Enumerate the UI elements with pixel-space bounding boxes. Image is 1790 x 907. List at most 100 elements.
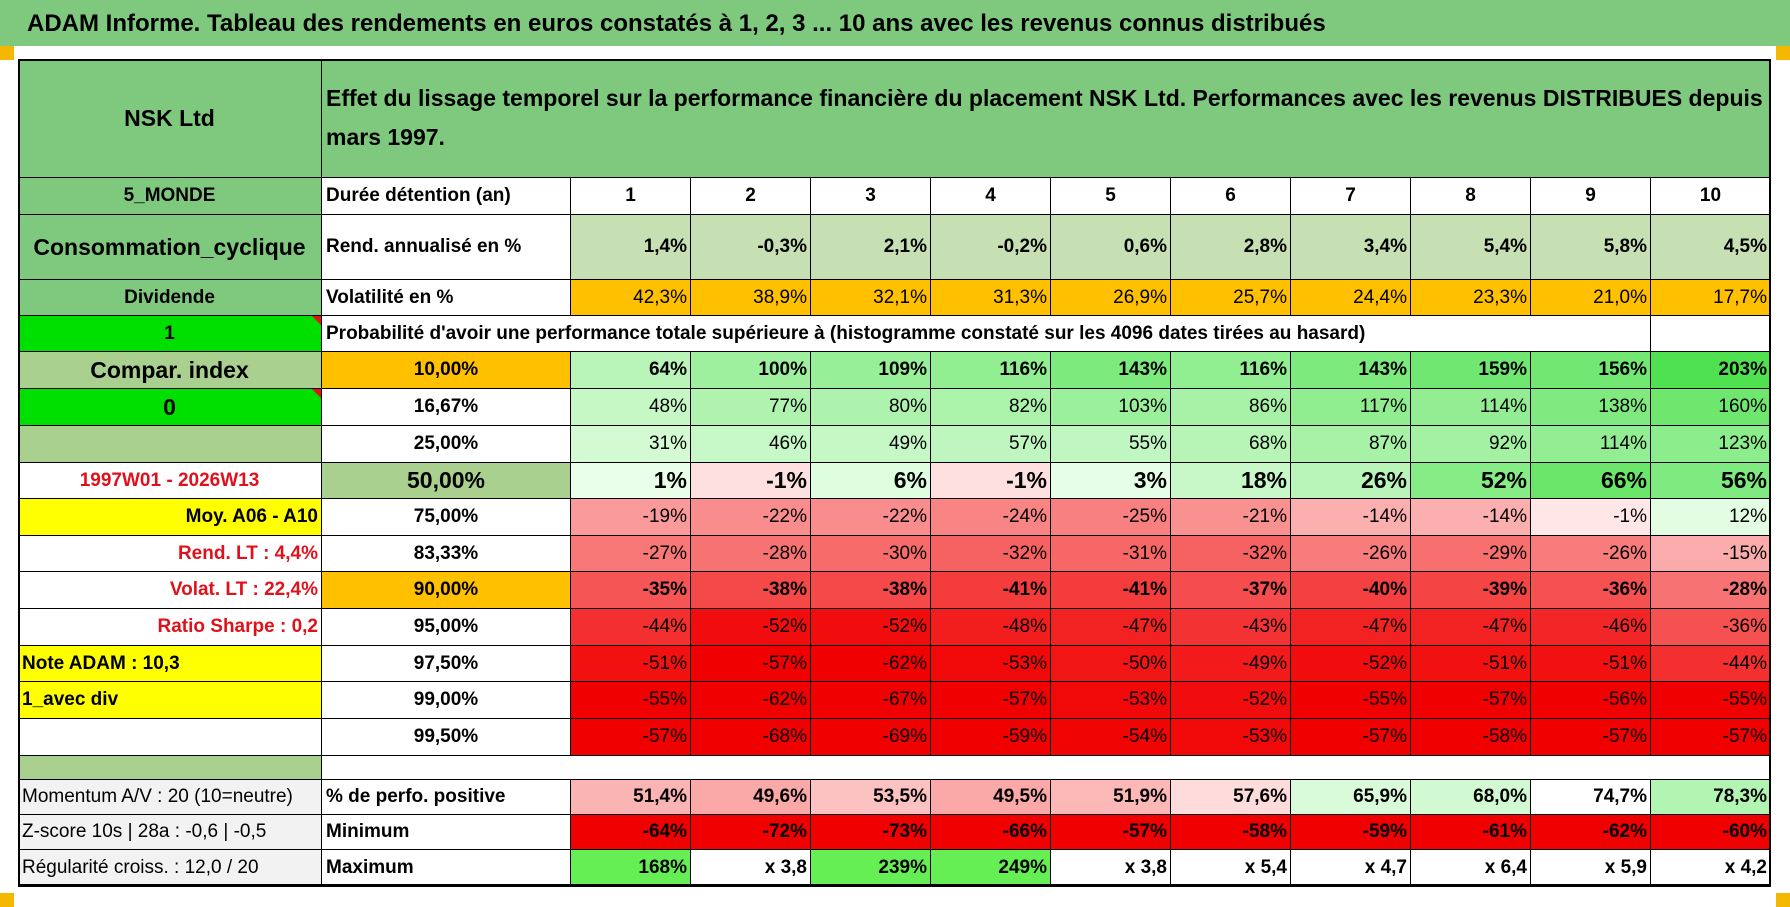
quantile-value: 114%	[1411, 389, 1531, 426]
quantile-value: -53%	[1051, 682, 1171, 719]
quantile-value: -57%	[1651, 719, 1771, 756]
vol-value: 23,3%	[1411, 280, 1531, 316]
quantile-value: -62%	[811, 646, 931, 682]
quantile-value: -53%	[1171, 719, 1291, 756]
period-label: 1997W01 - 2026W13	[18, 463, 322, 499]
quantile-value: -14%	[1291, 499, 1411, 536]
vol-value: 31,3%	[931, 280, 1051, 316]
empty-cell	[18, 426, 322, 463]
rend-value: 1,4%	[571, 215, 691, 280]
quantile-value: -57%	[1531, 719, 1651, 756]
quantile-value: 116%	[931, 352, 1051, 389]
quantile-value: -40%	[1291, 572, 1411, 609]
quantile-value: -21%	[1171, 499, 1291, 536]
min-value: -57%	[1051, 815, 1171, 850]
max-value: x 3,8	[691, 850, 811, 887]
quantile-value: -38%	[691, 572, 811, 609]
quantile-value: -35%	[571, 572, 691, 609]
quantile-value: -22%	[811, 499, 931, 536]
quantile-label: 75,00%	[322, 499, 571, 536]
quantile-label: 97,50%	[322, 646, 571, 682]
rend-value: 0,6%	[1051, 215, 1171, 280]
proba-label: Probabilité d'avoir une performance tota…	[322, 316, 1651, 352]
quantile-value: 46%	[691, 426, 811, 463]
vol-value: 21,0%	[1531, 280, 1651, 316]
min-value: -59%	[1291, 815, 1411, 850]
rend-value: 3,4%	[1291, 215, 1411, 280]
vol-value: 17,7%	[1651, 280, 1771, 316]
quantile-value: -55%	[1291, 682, 1411, 719]
corner-marker	[1776, 893, 1790, 907]
quantile-value: -32%	[931, 536, 1051, 572]
year-header: 1	[571, 178, 691, 215]
vol-value: 25,7%	[1171, 280, 1291, 316]
quantile-value: 66%	[1531, 463, 1651, 499]
quantile-value: -44%	[571, 609, 691, 646]
quantile-value: -55%	[1651, 682, 1771, 719]
pos-value: 51,9%	[1051, 780, 1171, 815]
max-value: x 4,7	[1291, 850, 1411, 887]
sector-label: Consommation_cyclique	[18, 215, 322, 280]
corner-marker	[1776, 46, 1790, 60]
quantile-value: -47%	[1411, 609, 1531, 646]
pos-value: 51,4%	[571, 780, 691, 815]
quantile-value: -43%	[1171, 609, 1291, 646]
quantile-value: 117%	[1291, 389, 1411, 426]
year-header: 10	[1651, 178, 1771, 215]
min-value: -60%	[1651, 815, 1771, 850]
quantile-value: 26%	[1291, 463, 1411, 499]
quantile-value: 114%	[1531, 426, 1651, 463]
quantile-value: -68%	[691, 719, 811, 756]
flag-1: 1	[18, 316, 322, 352]
quantile-value: -57%	[691, 646, 811, 682]
quantile-value: 143%	[1051, 352, 1171, 389]
quantile-value: 87%	[1291, 426, 1411, 463]
max-label: Maximum	[322, 850, 571, 887]
empty-cell	[1651, 316, 1771, 352]
pos-value: 49,6%	[691, 780, 811, 815]
quantile-value: -59%	[931, 719, 1051, 756]
max-value: 249%	[931, 850, 1051, 887]
quantile-value: -32%	[1171, 536, 1291, 572]
quantile-value: 159%	[1411, 352, 1531, 389]
year-header: 9	[1531, 178, 1651, 215]
sharpe-ratio: Ratio Sharpe : 0,2	[18, 609, 322, 646]
quantile-value: -36%	[1531, 572, 1651, 609]
quantile-value: -36%	[1651, 609, 1771, 646]
quantile-value: 68%	[1171, 426, 1291, 463]
quantile-value: -54%	[1051, 719, 1171, 756]
table-description: Effet du lissage temporel sur la perform…	[322, 59, 1771, 178]
quantile-value: -39%	[1411, 572, 1531, 609]
duree-label: Durée détention (an)	[322, 178, 571, 215]
quantile-value: 52%	[1411, 463, 1531, 499]
quantile-value: -25%	[1051, 499, 1171, 536]
rend-value: 5,8%	[1531, 215, 1651, 280]
quantile-value: -69%	[811, 719, 931, 756]
rend-label: Rend. annualisé en %	[322, 215, 571, 280]
quantile-value: -51%	[571, 646, 691, 682]
quantile-value: -1%	[1531, 499, 1651, 536]
quantile-label: 90,00%	[322, 572, 571, 609]
quantile-value: -26%	[1291, 536, 1411, 572]
corner-marker	[0, 46, 14, 60]
note-adam: Note ADAM : 10,3	[18, 646, 322, 682]
quantile-value: -57%	[931, 682, 1051, 719]
quantile-value: -28%	[691, 536, 811, 572]
year-header: 6	[1171, 178, 1291, 215]
pos-label: % de perfo. positive	[322, 780, 571, 815]
corner-marker	[0, 893, 14, 907]
quantile-value: 57%	[931, 426, 1051, 463]
max-value: 239%	[811, 850, 931, 887]
zscore-label: Z-score 10s | 28a : -0,6 | -0,5	[18, 815, 322, 850]
vol-value: 24,4%	[1291, 280, 1411, 316]
min-value: -58%	[1171, 815, 1291, 850]
quantile-value: 109%	[811, 352, 931, 389]
quantile-value: -56%	[1531, 682, 1651, 719]
quantile-value: -31%	[1051, 536, 1171, 572]
quantile-value: -44%	[1651, 646, 1771, 682]
avec-div: 1_avec div	[18, 682, 322, 719]
quantile-label: 95,00%	[322, 609, 571, 646]
quantile-value: 56%	[1651, 463, 1771, 499]
pos-value: 57,6%	[1171, 780, 1291, 815]
rend-value: 5,4%	[1411, 215, 1531, 280]
